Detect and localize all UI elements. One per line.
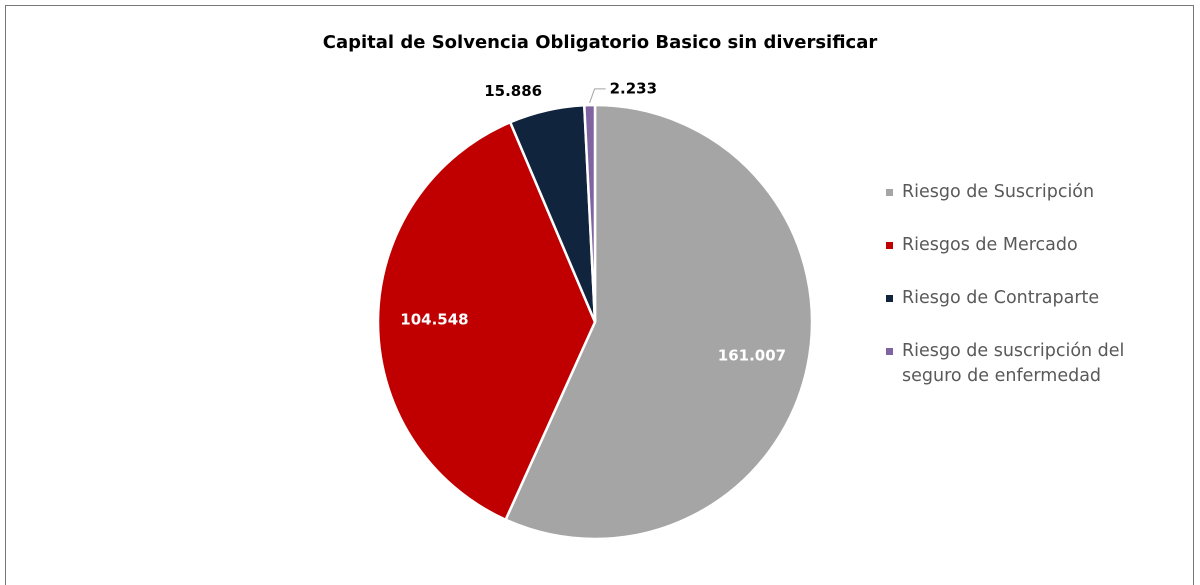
legend-item: Riesgo de suscripción del seguro de enfe… <box>886 339 1176 389</box>
data-label: 2.233 <box>610 79 657 97</box>
legend: Riesgo de Suscripción Riesgos de Mercado R… <box>886 180 1176 417</box>
legend-swatch <box>886 242 893 249</box>
pie-slice <box>376 120 597 522</box>
data-label: 104.548 <box>400 311 468 329</box>
legend-label: Riesgo de suscripción del seguro de enfe… <box>902 341 1125 386</box>
leader-line <box>589 88 606 104</box>
legend-swatch <box>886 348 893 355</box>
legend-label: Riesgos de Mercado <box>902 235 1078 255</box>
legend-item: Riesgo de Suscripción <box>886 180 1176 205</box>
legend-label: Riesgo de Contraparte <box>902 288 1100 308</box>
chart-frame <box>5 5 1194 585</box>
data-label: 161.007 <box>718 346 786 364</box>
legend-swatch <box>886 189 893 196</box>
legend-item: Riesgo de Contraparte <box>886 286 1176 311</box>
data-label: 15.886 <box>484 82 542 100</box>
legend-label: Riesgo de Suscripción <box>902 182 1095 202</box>
pie-slice <box>582 103 597 323</box>
legend-swatch <box>886 295 893 302</box>
legend-item: Riesgos de Mercado <box>886 233 1176 258</box>
pie-slice <box>503 103 814 541</box>
chart-title: Capital de Solvencia Obligatorio Basico … <box>323 32 878 53</box>
